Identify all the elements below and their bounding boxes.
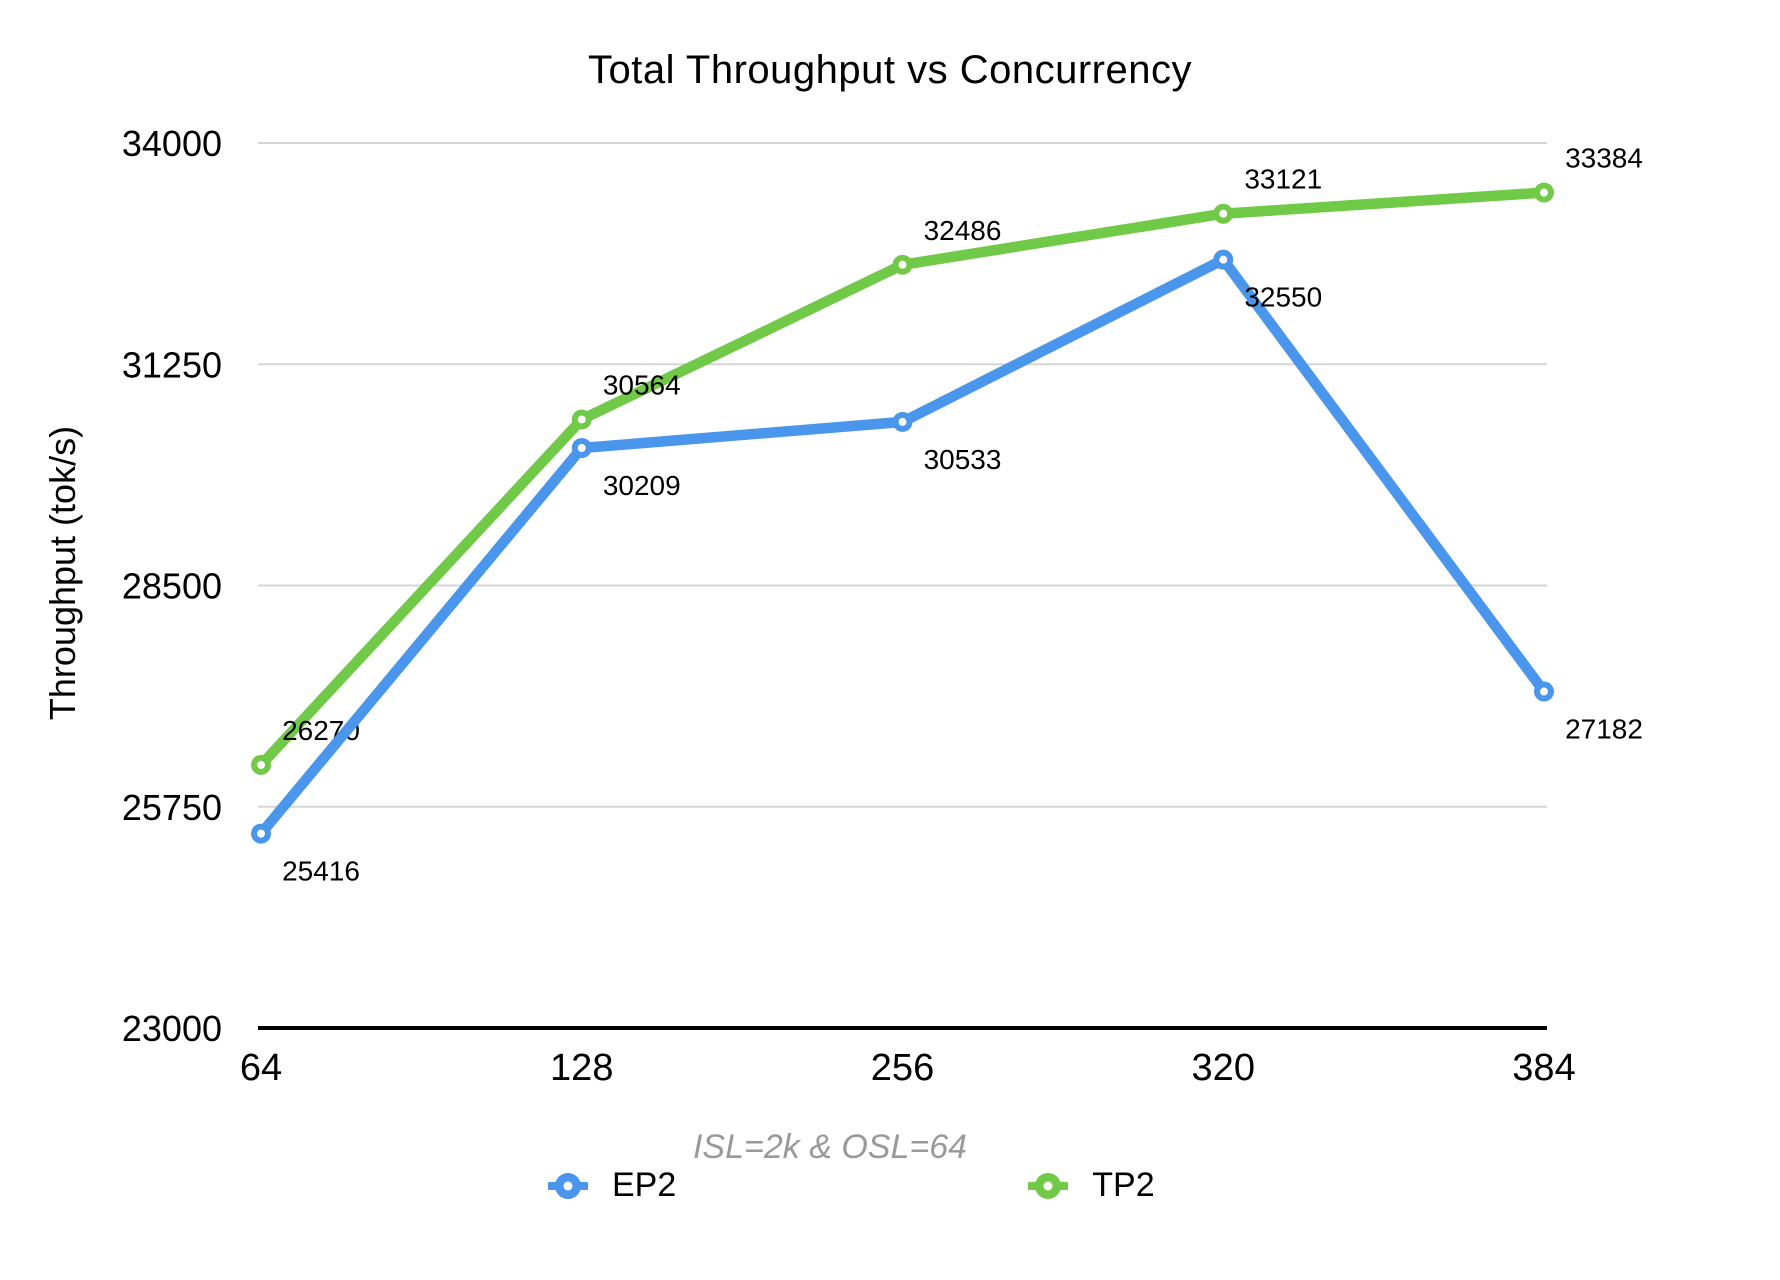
- data-point-marker-hole: [1540, 188, 1548, 197]
- data-point-label: 32486: [924, 215, 1002, 246]
- y-axis-tick-label: 23000: [122, 1008, 222, 1049]
- data-point-marker-hole: [1540, 687, 1548, 696]
- data-point-label: 33121: [1244, 164, 1322, 195]
- data-point-marker-hole: [577, 415, 586, 424]
- data-point-label: 27182: [1565, 714, 1643, 745]
- chart-subtitle: ISL=2k & OSL=64: [692, 1128, 968, 1166]
- data-point-marker-hole: [1219, 209, 1228, 218]
- y-axis-tick-label: 31250: [122, 344, 222, 385]
- data-point-label: 32550: [1244, 282, 1322, 313]
- legend-item-ep2: EP2: [548, 1166, 676, 1205]
- x-axis-tick-label: 320: [1192, 1047, 1255, 1089]
- x-axis-tick-label: 384: [1512, 1047, 1575, 1089]
- series-line-ep2: [255, 254, 1550, 839]
- y-axis-tick-label: 28500: [122, 566, 222, 607]
- data-point-marker-hole: [257, 829, 265, 838]
- legend-item-tp2: TP2: [1028, 1166, 1155, 1205]
- legend-label: EP2: [612, 1166, 677, 1204]
- series-line-tp2: [255, 187, 1550, 771]
- data-point-marker-hole: [257, 760, 265, 769]
- legend: EP2 TP2: [548, 1166, 1155, 1205]
- data-point-label: 30533: [924, 444, 1002, 475]
- data-point-marker-hole: [1219, 255, 1228, 264]
- legend-marker-icon: [1028, 1172, 1069, 1199]
- legend-label: TP2: [1092, 1166, 1155, 1204]
- legend-marker-icon: [548, 1172, 588, 1199]
- x-axis-tick-label: 128: [550, 1047, 613, 1089]
- data-point-label: 30209: [603, 470, 681, 501]
- x-axis-tick-label: 64: [240, 1047, 282, 1089]
- data-point-marker-hole: [898, 417, 907, 426]
- data-point-label: 33384: [1565, 143, 1643, 174]
- data-point-label: 30564: [603, 369, 681, 400]
- data-point-marker-hole: [898, 260, 907, 269]
- y-axis-tick-label: 25750: [122, 787, 222, 828]
- y-axis-tick-label: 34000: [122, 123, 222, 164]
- x-axis-tick-label: 256: [871, 1047, 934, 1089]
- data-point-marker-hole: [577, 444, 586, 453]
- chart-title: Total Throughput vs Concurrency: [588, 48, 1192, 92]
- data-point-label: 25416: [282, 856, 360, 887]
